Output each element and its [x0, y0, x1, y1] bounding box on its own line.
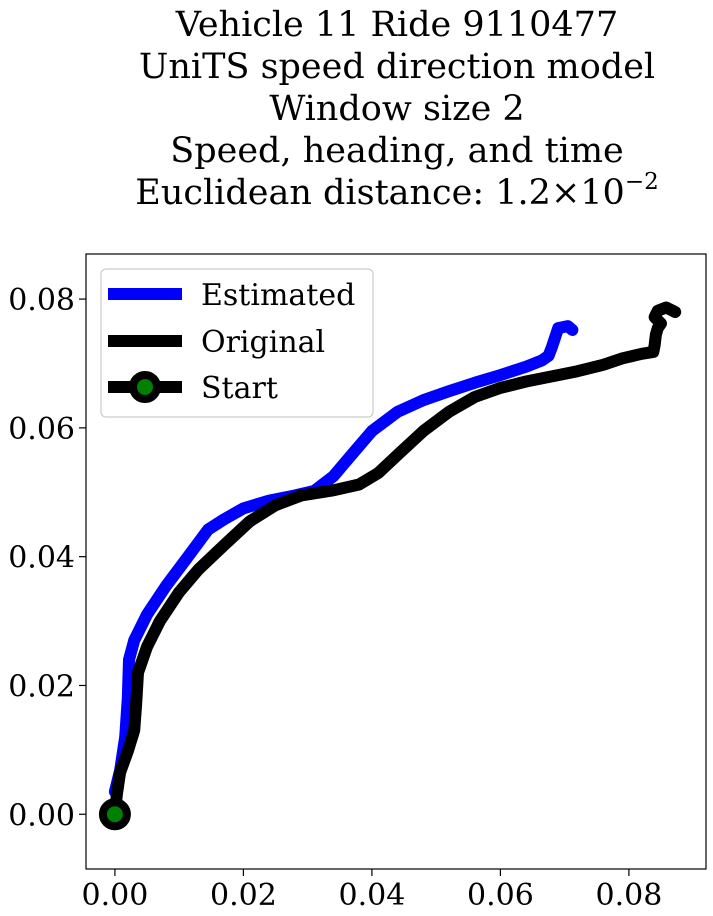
title-line-3: Window size 2 — [269, 89, 524, 129]
x-tick-label: 0.04 — [339, 878, 406, 913]
y-tick-label: 0.06 — [8, 412, 75, 447]
marker-layer — [98, 798, 131, 831]
y-tick-label: 0.02 — [8, 669, 75, 704]
legend-label-original: Original — [201, 325, 325, 360]
series-line-estimated — [108, 320, 579, 798]
legend-label-estimated: Estimated — [201, 278, 355, 313]
x-tick-label: 0.02 — [210, 878, 277, 913]
title-line-5: Euclidean distance: 1.2×10−2 — [135, 169, 658, 213]
title-distance-text: Euclidean distance: 1.2×10 — [135, 173, 625, 213]
x-tick-label: 0.00 — [82, 878, 149, 913]
x-tick-label: 0.06 — [467, 878, 534, 913]
y-tick-label: 0.00 — [8, 798, 75, 833]
title-line-4: Speed, heading, and time — [170, 131, 623, 171]
plot-frame — [85, 253, 707, 870]
legend: Estimated Original Start — [100, 268, 374, 418]
y-axis: 0.00 0.02 0.04 0.06 0.08 — [8, 283, 86, 833]
y-tick-label: 0.08 — [8, 283, 75, 318]
y-tick-label: 0.04 — [8, 541, 75, 576]
start-marker — [98, 798, 131, 831]
legend-box — [100, 268, 374, 418]
title-line-1: Vehicle 11 Ride 9110477 — [175, 5, 618, 45]
x-axis: 0.00 0.02 0.04 0.06 0.08 — [82, 869, 663, 913]
series-line-original — [108, 301, 682, 821]
chart-title: Vehicle 11 Ride 9110477 UniTS speed dire… — [135, 5, 658, 213]
series-layer — [108, 301, 682, 821]
title-distance-exponent: −2 — [625, 169, 659, 195]
legend-swatch-start-marker — [129, 371, 161, 403]
title-line-2: UniTS speed direction model — [139, 47, 655, 87]
x-tick-label: 0.08 — [596, 878, 663, 913]
legend-label-start: Start — [201, 371, 278, 406]
